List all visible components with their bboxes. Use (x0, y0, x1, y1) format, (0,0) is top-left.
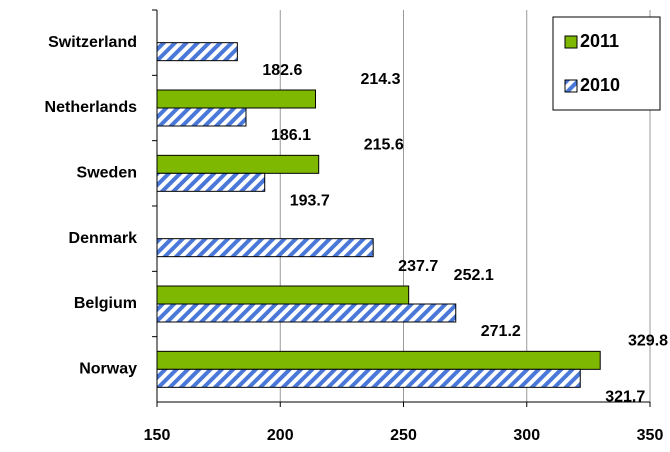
data-label: 271.2 (481, 323, 521, 340)
bar (156, 89, 316, 109)
bar (156, 303, 457, 323)
y-tick-label: Norway (79, 361, 137, 378)
data-label: 186.1 (271, 127, 311, 144)
x-tick-label: 200 (267, 427, 294, 444)
legend-label: 2011 (580, 31, 619, 51)
data-label: 329.8 (628, 333, 668, 350)
bar (156, 238, 374, 258)
data-label: 321.7 (605, 389, 645, 406)
data-label: 193.7 (290, 193, 330, 210)
data-label: 182.6 (262, 62, 302, 79)
data-label: 252.1 (454, 267, 494, 284)
x-tick-label: 150 (144, 427, 171, 444)
y-tick-label: Sweden (77, 165, 137, 182)
y-tick-label: Switzerland (48, 34, 137, 51)
data-label: 215.6 (364, 137, 404, 154)
bar (156, 42, 238, 62)
legend-box (552, 16, 661, 111)
legend-swatch (564, 35, 578, 49)
y-tick-label: Netherlands (45, 99, 138, 116)
bar (156, 368, 581, 388)
x-tick-label: 350 (637, 427, 664, 444)
bar (156, 154, 320, 174)
data-label: 237.7 (398, 258, 438, 275)
bar (156, 107, 247, 127)
y-tick-label: Belgium (74, 295, 137, 312)
y-tick-label: Denmark (69, 230, 138, 247)
bar (156, 350, 601, 370)
bar (156, 172, 266, 192)
bar (156, 285, 410, 305)
x-tick-label: 250 (390, 427, 417, 444)
legend-label: 2010 (580, 75, 620, 95)
x-tick-label: 300 (513, 427, 540, 444)
data-label: 214.3 (360, 71, 400, 88)
legend-swatch (564, 79, 578, 93)
